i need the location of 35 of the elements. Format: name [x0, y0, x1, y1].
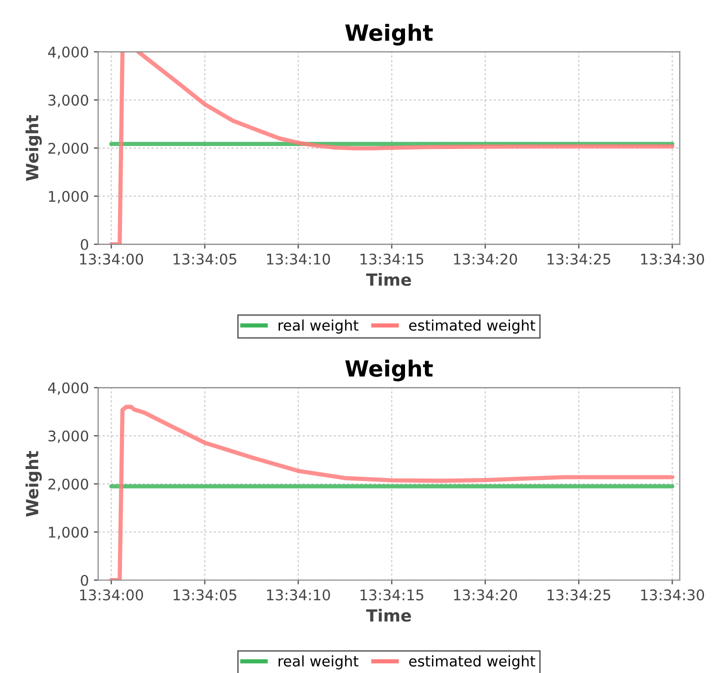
y-tick-label: 3,000	[48, 430, 88, 444]
x-tick-label: 13:34:30	[641, 589, 704, 600]
y-axis-title: Weight	[26, 115, 42, 181]
line-series	[109, 404, 674, 580]
y-tick-label: 1,000	[48, 190, 88, 204]
x-tick-label: 13:34:25	[548, 589, 610, 600]
x-tick-label: 13:34:10	[267, 589, 330, 600]
x-tick-label: 13:34:00	[80, 589, 144, 600]
x-tick-label: 13:34:30	[641, 254, 704, 265]
y-tick-label: 2,000	[48, 142, 88, 156]
y-tick-label: 1,000	[48, 526, 88, 540]
y-tick-label: 4,000	[48, 46, 88, 60]
legend-label: real weight	[278, 319, 358, 334]
x-tick-label: 13:34:10	[267, 254, 330, 265]
chart-title: Weight	[345, 360, 433, 382]
x-tick-label: 13:34:15	[360, 589, 424, 600]
y-tick-label: 4,000	[48, 382, 88, 395]
x-tick-label: 13:34:20	[454, 254, 518, 265]
legend-label: estimated weight	[409, 319, 536, 334]
y-axis-title: Weight	[26, 450, 42, 517]
chart-title: Weight	[345, 24, 433, 46]
y-tick-label: 0	[80, 574, 88, 586]
y-tick-label: 3,000	[48, 94, 88, 108]
x-tick-label: 13:34:00	[80, 254, 144, 265]
y-tick-label: 2,000	[48, 478, 88, 492]
x-axis-title: Time	[366, 608, 412, 622]
x-tick-label: 13:34:05	[174, 589, 236, 600]
x-axis-title: Time	[366, 272, 412, 286]
x-tick-label: 13:34:15	[360, 254, 424, 265]
x-tick-label: 13:34:20	[454, 589, 518, 600]
x-tick-label: 13:34:05	[174, 254, 236, 265]
y-tick-label: 0	[80, 239, 88, 250]
legend-label: estimated weight	[409, 655, 536, 670]
legend-label: real weight	[278, 655, 358, 670]
x-tick-label: 13:34:25	[548, 254, 610, 265]
